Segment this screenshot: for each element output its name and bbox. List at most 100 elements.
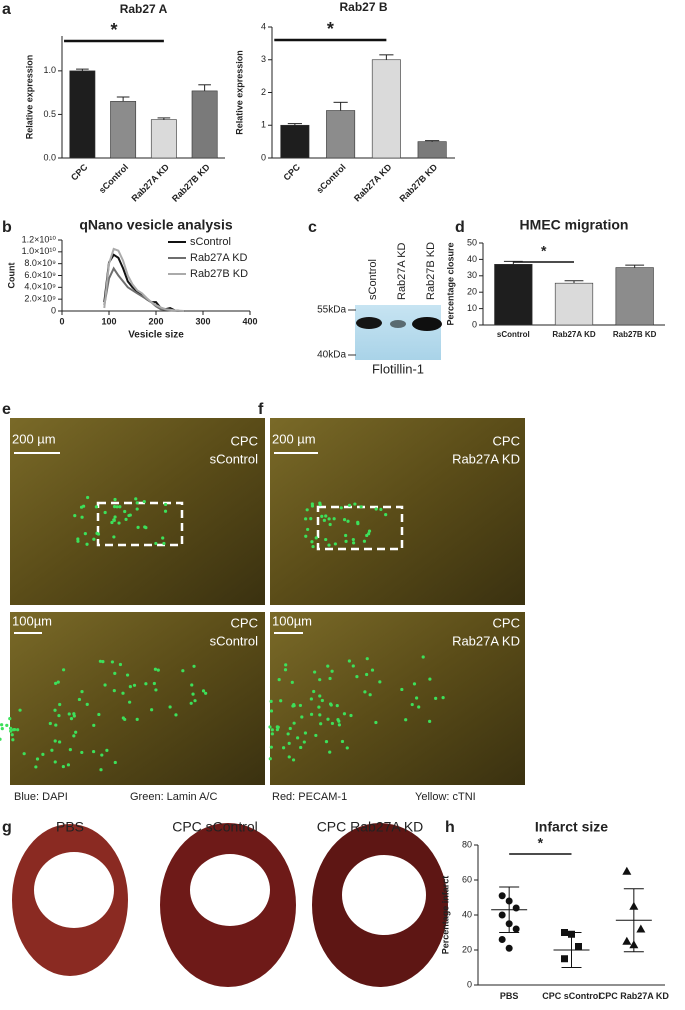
nucleus-speck [303,731,308,735]
data-point [636,924,646,933]
nucleus-speck [320,698,324,703]
panel-letter: d [455,219,465,236]
nucleus-speck [94,505,99,509]
nucleus-speck [68,748,72,752]
blot-membrane [355,305,441,360]
nucleus-speck [347,659,352,663]
nucleus-speck [314,733,318,738]
nucleus-speck [110,520,114,525]
legend-label: Rab27B KD [190,268,248,280]
nucleus-speck [150,708,154,712]
nucleus-speck [298,703,303,708]
nucleus-speck [292,721,296,725]
y-tick-label: 10 [467,303,477,313]
image-label: CPC [231,615,258,630]
nucleus-speck [118,662,123,667]
blot-band [390,320,406,328]
nucleus-speck [344,533,348,538]
nucleus-speck [124,517,128,521]
data-point [561,955,568,963]
nucleus-speck [328,676,332,681]
nucleus-speck [69,717,74,721]
nucleus-speck [153,667,158,671]
nucleus-speck [268,725,272,729]
nucleus-speck [359,505,363,509]
x-tick-label: Rab27A KD [352,162,394,204]
data-point [622,936,632,945]
significance-label: * [110,20,117,40]
nucleus-speck [327,517,331,521]
nucleus-speck [193,699,197,703]
y-tick-label: 8.0×10⁹ [24,258,56,268]
scale-label: 100µm [272,613,312,628]
nucleus-speck [275,725,279,729]
nucleus-speck [300,715,304,719]
y-axis-label: Count [6,263,16,289]
nucleus-speck [92,723,96,727]
chart-title: Rab27 B [339,0,387,14]
nucleus-speck [269,709,274,713]
nucleus-speck [152,681,156,686]
heart-section [312,823,448,987]
nucleus-speck [123,717,127,722]
nucleus-speck [270,732,274,736]
nucleus-speck [163,502,168,507]
nucleus-speck [192,664,196,668]
x-axis-label: Vesicle size [128,330,184,341]
nucleus-speck [41,752,45,756]
nucleus-speck [174,713,178,717]
nucleus-speck [142,499,146,504]
y-tick-label: 0 [467,979,472,989]
panel-letter: e [2,401,11,418]
nucleus-speck [351,664,355,668]
x-tick-label: 300 [195,316,210,326]
nucleus-speck [99,768,103,772]
nucleus-speck [328,522,332,527]
nucleus-speck [342,517,347,522]
nucleus-speck [54,723,58,727]
nucleus-speck [181,669,185,673]
nucleus-speck [191,692,195,696]
bar [554,282,594,326]
nucleus-speck [156,668,160,672]
nucleus-speck [370,668,375,672]
nucleus-speck [76,537,80,541]
nucleus-speck [58,702,62,707]
blot-marker: 40kDa [317,350,346,361]
x-tick-label: 200 [148,316,163,326]
nucleus-speck [117,521,121,525]
scale-label: 100µm [12,613,52,628]
nucleus-speck [115,505,119,509]
nucleus-speck [72,712,76,716]
data-point [512,904,520,912]
x-tick-label: CPC [69,162,90,183]
nucleus-speck [98,659,102,663]
nucleus-speck [83,532,87,536]
x-tick-label: Rab27B KD [397,162,439,204]
y-tick-label: 4 [261,21,266,31]
nucleus-speck [287,741,291,745]
y-tick-label: 1 [261,120,266,130]
y-tick-label: 0 [261,152,266,162]
nucleus-speck [318,713,322,717]
nucleus-speck [284,663,288,667]
nucleus-speck [74,730,78,734]
nucleus-speck [76,539,80,543]
nucleus-speck [54,681,58,685]
nucleus-speck [268,757,272,761]
chart-title: Infarct size [535,819,608,835]
panel-letter: c [308,219,317,236]
bar [326,110,356,159]
lane-label: Rab27B KD [425,242,437,300]
x-tick-label: sControl [97,162,130,195]
nucleus-speck [80,515,84,519]
x-tick-label: 0 [59,316,64,326]
x-tick-label: PBS [499,991,519,1001]
nucleus-speck [85,702,89,706]
image-label: Rab27A KD [452,633,520,648]
nucleus-speck [80,690,84,694]
y-tick-label: 1.2×10¹⁰ [22,234,57,244]
image-label: CPC [493,615,520,630]
